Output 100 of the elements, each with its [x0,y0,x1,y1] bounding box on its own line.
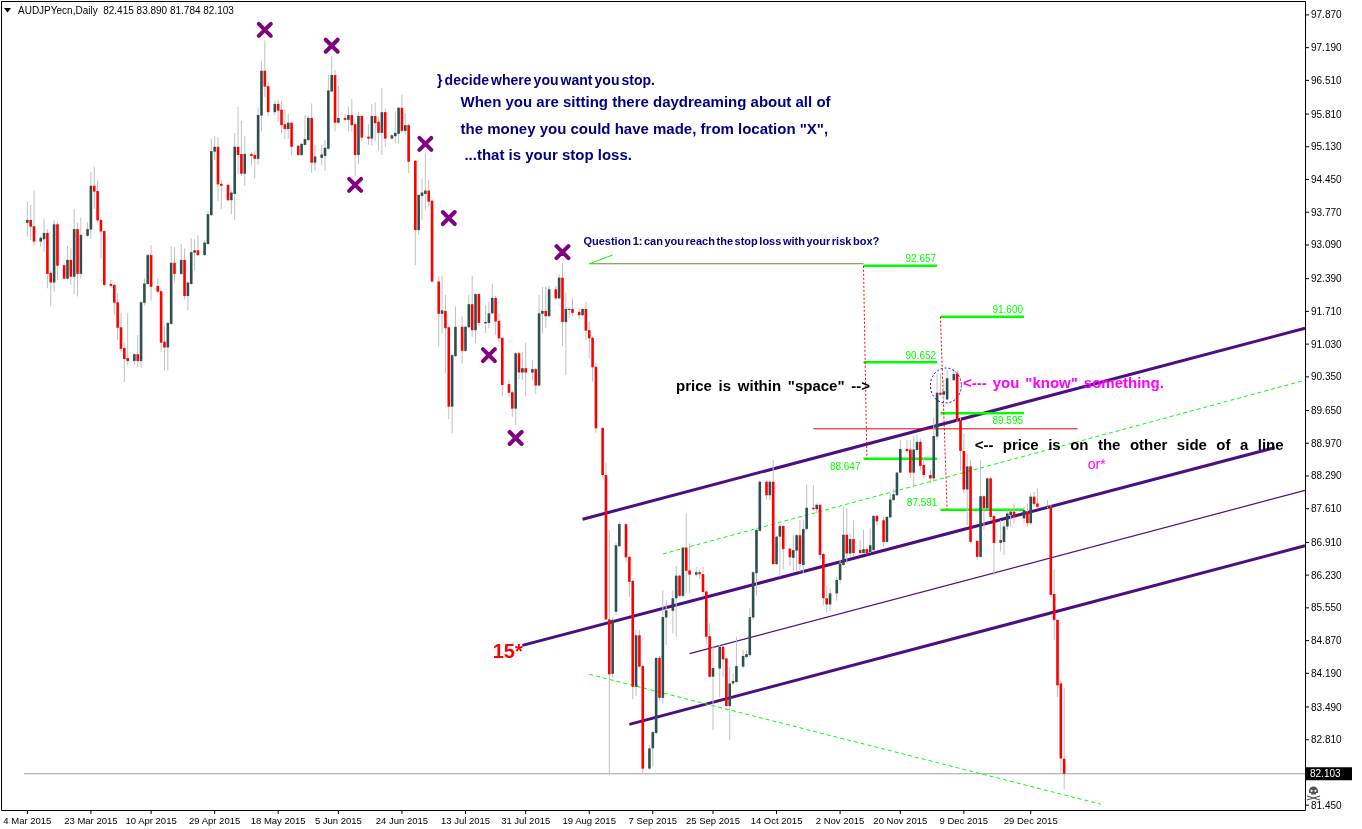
data-label: 89.595 [992,415,1024,427]
y-tick-label: 91.030 [1311,338,1343,350]
y-tick-label: 95.810 [1311,108,1343,120]
y-tick-label: 84.870 [1311,635,1343,647]
candlestick [999,519,1002,553]
candlestick [912,435,915,488]
candlestick [521,351,524,381]
annotation: 15* [492,640,523,662]
point [480,347,497,364]
annotation: or* [1087,456,1107,472]
candlestick [173,246,176,283]
data-label: 90.652 [905,349,937,361]
y-tick-label: 83.490 [1311,701,1343,713]
x-tick-label: 5 Jun 2015 [314,815,362,826]
candlestick [791,534,795,573]
candlestick [852,519,855,558]
point [417,135,434,152]
data-label: 92.657 [905,253,937,265]
candlestick [845,507,849,565]
x-tick-label: 7 Sep 2015 [628,815,678,826]
x-tick-label: 31 Jul 2015 [501,815,551,826]
candlestick [795,533,798,573]
x-tick-label: 18 May 2015 [250,815,306,826]
candlestick [735,636,738,684]
candlestick [337,85,340,125]
y-tick-label: 90.350 [1311,371,1343,383]
candlestick [286,113,290,140]
x-tick-label: 29 Dec 2015 [1003,815,1058,826]
y-tick-label: 89.650 [1311,405,1343,417]
x-tick-label: 20 Nov 2015 [873,815,928,826]
candlestick [1036,488,1039,509]
candlestick [347,105,350,132]
y-tick-label: 97.190 [1311,42,1343,54]
point [323,37,340,54]
y-tick-label: 91.710 [1311,305,1343,317]
candlestick [909,439,912,479]
x-tick-label: 10 Apr 2015 [125,815,177,826]
x-tick-label: 25 Sep 2015 [686,815,740,826]
y-tick-label: 86.910 [1311,536,1343,548]
y-tick-label: 92.390 [1311,273,1343,285]
annotation: Question 1: can you reach the stop loss with your risk box? [583,235,880,247]
y-tick-label: 96.510 [1311,74,1343,86]
annotation: <-- price is on the other side of a line [974,436,1284,453]
y-tick-label: 95.130 [1311,141,1343,153]
candlestick [243,135,247,187]
y-tick-label: 82.810 [1311,734,1343,746]
x-tick-label: 23 Mar 2015 [64,815,118,826]
y-tick-label: 88.970 [1311,437,1343,449]
candlestick [320,144,323,167]
y-tick-label: 84.190 [1311,667,1343,679]
candlestick [765,479,768,501]
data-label: 87.591 [906,497,938,509]
candlestick [718,644,721,698]
y-tick-label: 88.290 [1311,470,1343,482]
data-label: 88.647 [829,460,861,472]
candlestick [975,539,979,561]
y-tick-label: 86.230 [1311,569,1343,581]
x-tick-label: 29 Apr 2015 [189,815,241,826]
candlestick [684,513,688,594]
annotation: price is within "space" --> [676,377,871,394]
y-tick-label: 94.450 [1311,174,1343,186]
x-tick-label: 9 Dec 2015 [939,815,989,826]
candlestick [728,666,732,741]
point [440,210,457,227]
annotation: the money you could have made, from location "X", [460,120,829,137]
candlestick [367,123,370,146]
candlestick [307,115,310,142]
point [507,429,524,446]
x-tick-label: 13 Jul 2015 [440,815,491,826]
annotation: When you are sitting there daydreaming about all of [460,93,832,110]
candlestick [531,359,534,381]
y-tick-label: 93.770 [1311,206,1343,218]
point [554,244,571,261]
candlestick [136,334,140,368]
x-tick-label: 4 Mar 2015 [3,815,52,826]
candlestick [26,201,29,238]
y-tick-label: 87.610 [1311,503,1343,515]
x-tick-label: 24 Jun 2015 [375,815,429,826]
candlestick [524,342,527,398]
annotation: ...that is your stop loss. [464,146,632,163]
x-tick-label: 19 Aug 2015 [562,815,616,826]
candlestick [1009,507,1012,528]
candlestick [678,574,681,598]
ref-line-label: 82.103 [1310,768,1342,780]
annotation: } decide where you want you stop. [437,72,655,88]
text: AUDJPYecn,Daily 82.415 83.890 81.784 82.103 [18,5,235,16]
candlestick [1026,502,1029,528]
y-tick-label: 81.450 [1311,799,1343,811]
candlestick [882,516,885,548]
y-tick-label: 97.870 [1311,9,1343,21]
y-tick-label: 85.550 [1311,602,1343,614]
candlestick [674,565,678,638]
candlestick [253,150,257,180]
candlestick [571,297,574,318]
point [256,21,273,38]
candlestick [66,245,69,281]
point [347,176,364,193]
x-tick-label: 14 Oct 2015 [750,815,803,826]
y-tick-label: 93.090 [1311,239,1343,251]
data-label: 91.600 [992,304,1024,316]
